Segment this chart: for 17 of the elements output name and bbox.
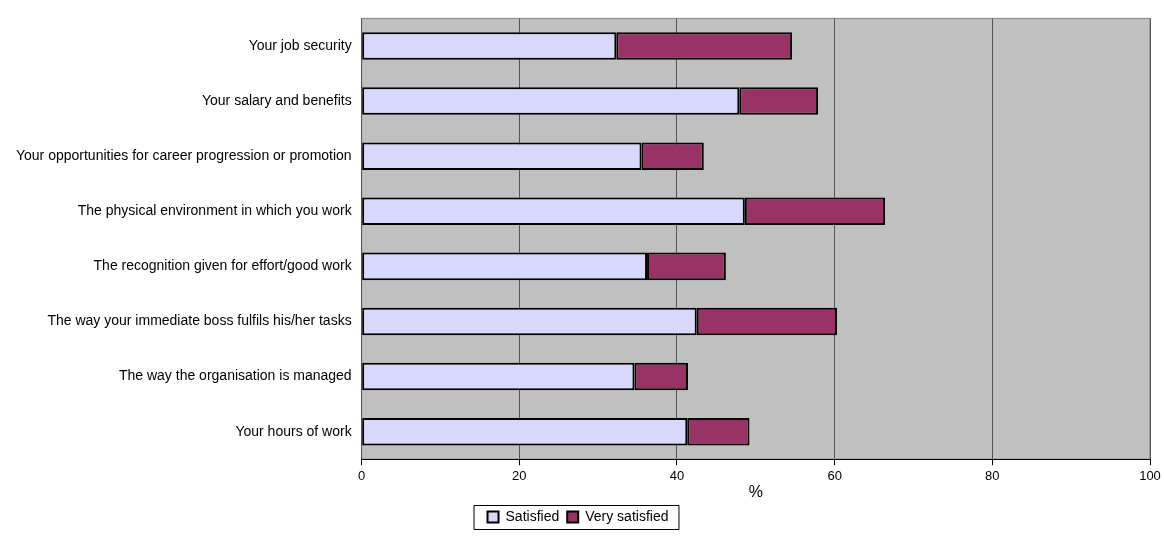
y-tick-label: Your hours of work bbox=[235, 422, 353, 439]
x-tick-label: 0 bbox=[358, 467, 366, 483]
legend-label: Very satisfied bbox=[585, 507, 669, 524]
y-tick-label: Your job security bbox=[248, 36, 352, 53]
y-tick-label: The recognition given for effort/good work bbox=[93, 257, 353, 274]
x-tick-label: 60 bbox=[827, 467, 842, 483]
legend-label: Satisfied bbox=[505, 507, 560, 524]
y-tick-label: Your salary and benefits bbox=[201, 91, 352, 108]
y-tick-label: The physical environment in which you work bbox=[77, 202, 353, 219]
x-tick-label: 20 bbox=[512, 467, 527, 483]
x-axis-title: % bbox=[748, 482, 763, 500]
x-tick-label: 100 bbox=[1139, 467, 1161, 483]
x-tick-label: 40 bbox=[669, 467, 685, 483]
x-tick-label: 80 bbox=[985, 467, 1000, 483]
y-tick-label: Your opportunities for career progression or promotion bbox=[15, 147, 352, 164]
y-tick-label: The way the organisation is managed bbox=[118, 367, 352, 384]
y-tick-label: The way your immediate boss fulfils his/her tasks bbox=[47, 312, 352, 329]
